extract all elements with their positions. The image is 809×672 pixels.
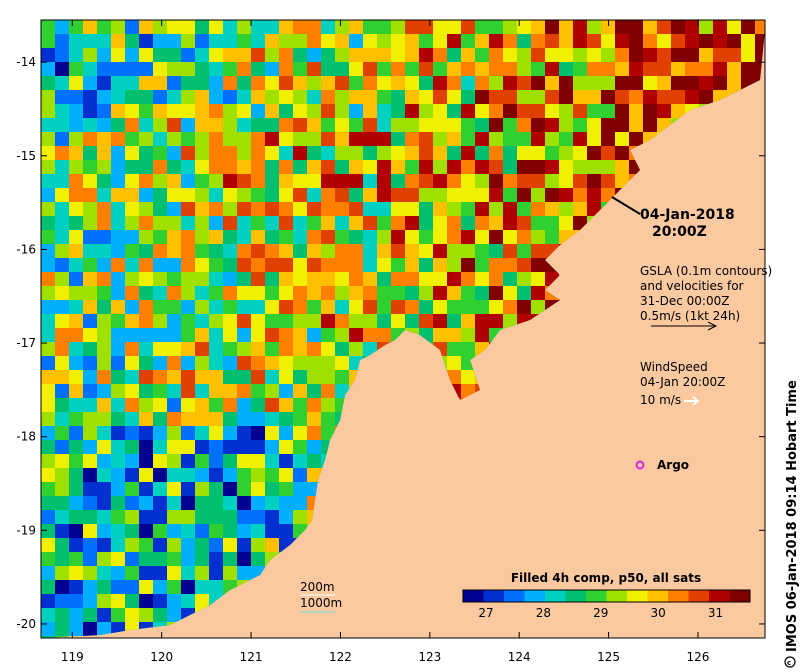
colorbar-segment [463, 590, 484, 602]
colorbar-segment [627, 590, 648, 602]
x-axis: 119 120 121 122 123 124 125 126 [61, 20, 710, 664]
colorbar-ticks: 27 28 29 30 31 [478, 606, 723, 620]
colorbar-segment [647, 590, 669, 602]
credit-text: IMOS 06-Jan-2018 09:14 Hobart Time [785, 380, 800, 652]
x-tick-label: 125 [597, 650, 620, 664]
colorbar-tick-label: 31 [708, 606, 723, 620]
depth-legend: 200m 1000m [300, 580, 342, 613]
y-tick-label: -15 [16, 149, 36, 163]
argo-legend: Argo [635, 458, 689, 472]
x-tick-label: 121 [240, 650, 263, 664]
depth-200-label: 200m [300, 580, 335, 594]
plot-frame [40, 19, 766, 639]
date-label: 04-Jan-2018 [640, 207, 735, 223]
x-tick-label: 122 [329, 650, 352, 664]
y-axis: -14 -15 -16 -17 -18 -19 -20 [16, 55, 765, 631]
colorbar-tick-label: 29 [593, 606, 608, 620]
wind-line-2: 04-Jan 20:00Z [640, 375, 725, 389]
x-tick-label: 124 [508, 650, 531, 664]
x-tick-label: 119 [61, 650, 84, 664]
copyright-icon [784, 656, 796, 668]
colorbar-segment [565, 590, 587, 602]
y-tick-label: -19 [16, 523, 36, 537]
colorbar-segment [524, 590, 546, 602]
gsla-line-3: 31-Dec 00:00Z [640, 294, 729, 308]
argo-marker-icon [635, 460, 645, 470]
colorbar-segment [668, 590, 689, 602]
colorbar-tick-label: 27 [478, 606, 493, 620]
date-pointer [611, 196, 641, 215]
wind-scale-label: 10 m/s [640, 393, 681, 407]
y-tick-label: -16 [16, 242, 36, 256]
credit-block: c IMOS 06-Jan-2018 09:14 Hobart Time [784, 380, 800, 668]
colorbar-segment [729, 590, 751, 602]
gsla-line-4: 0.5m/s (1kt 24h) [640, 309, 740, 323]
colorbar-tick-label: 28 [536, 606, 551, 620]
y-tick-label: -18 [16, 430, 36, 444]
colorbar [462, 589, 751, 603]
x-tick-label: 123 [418, 650, 441, 664]
svg-text:c: c [787, 659, 791, 667]
colorbar-frame [462, 589, 751, 603]
argo-label: Argo [657, 458, 689, 472]
colorbar-segment [606, 590, 628, 602]
wind-scale-arrow [684, 396, 700, 406]
time-label: 20:00Z [652, 224, 707, 240]
colorbar-title: Filled 4h comp, p50, all sats [511, 571, 701, 585]
x-tick-label: 120 [150, 650, 173, 664]
gsla-line-1: GSLA (0.1m contours) [640, 264, 772, 278]
colorbar-segment [504, 590, 525, 602]
colorbar-segment [545, 590, 566, 602]
colorbar-segment [586, 590, 607, 602]
x-tick-label: 126 [687, 650, 710, 664]
colorbar-segment [483, 590, 505, 602]
velocity-scale-arrow [651, 321, 718, 331]
wind-line-1: WindSpeed [640, 360, 708, 374]
colorbar-segment [709, 590, 730, 602]
y-tick-label: -20 [16, 617, 36, 631]
gsla-line-2: and velocities for [640, 279, 744, 293]
depth-1000-label: 1000m [300, 596, 342, 610]
colorbar-tick-label: 30 [651, 606, 666, 620]
colorbar-segment [688, 590, 710, 602]
y-tick-label: -14 [16, 55, 36, 69]
y-tick-label: -17 [16, 336, 36, 350]
